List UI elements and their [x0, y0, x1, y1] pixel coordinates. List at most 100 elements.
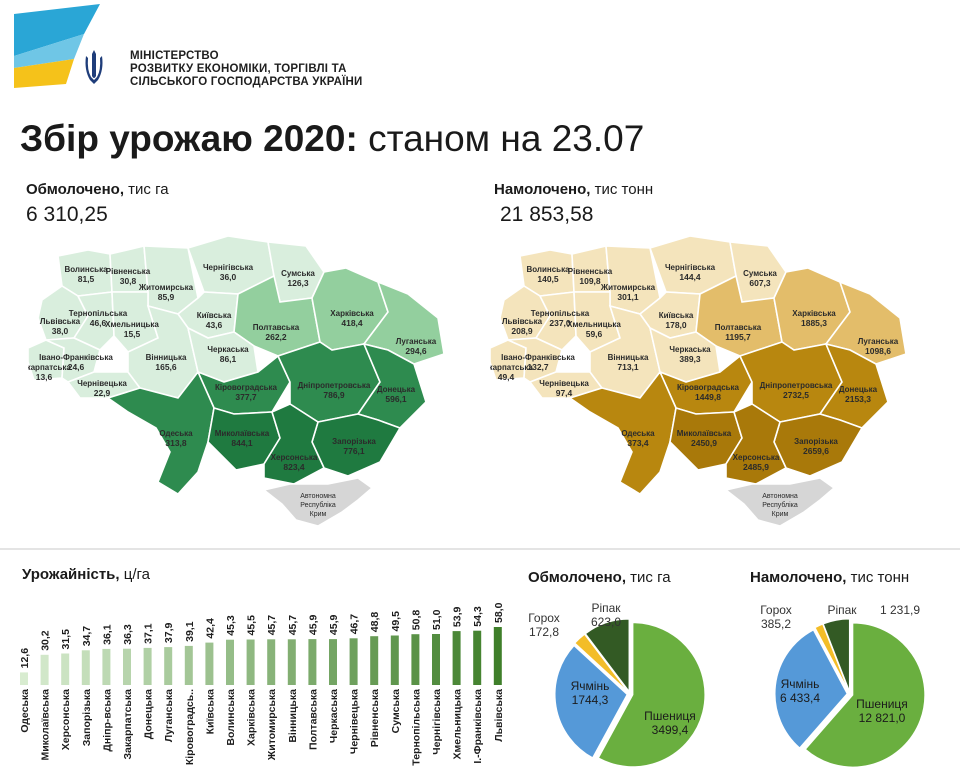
- map-region-value: 2450,9: [691, 438, 717, 448]
- map-region-name: Івано-Франківська: [501, 353, 575, 362]
- ministry-line-1: МІНІСТЕРСТВО: [130, 50, 219, 62]
- pie-slice-name: Ячмінь: [571, 679, 610, 693]
- map-region-name: Вінницька: [608, 353, 649, 362]
- ministry-line-2: РОЗВИТКУ ЕКОНОМІКИ, ТОРГІВЛІ ТА: [130, 63, 347, 75]
- yield-bar: [349, 638, 358, 685]
- title-bold: Збір урожаю 2020:: [20, 118, 358, 159]
- yield-bar: [308, 639, 317, 685]
- map-region-value: 2659,6: [803, 446, 829, 456]
- yield-bar: [184, 645, 193, 685]
- yield-bar-value: 45,9: [328, 615, 340, 636]
- map-region-name: Чернівецька: [77, 379, 127, 388]
- harvested-label: Намолочено, тис тонн: [494, 181, 653, 198]
- map-region-value: 49,4: [498, 372, 515, 382]
- map-region-kherson: [263, 403, 326, 485]
- yield-bar: [370, 636, 379, 685]
- yield-bar: [226, 639, 234, 685]
- yield-title: Урожайність, ц/га: [22, 566, 150, 583]
- map-region-name: Черкаська: [207, 345, 249, 354]
- yield-bar-value: 48,8: [369, 612, 381, 633]
- pie-slice: [554, 645, 628, 759]
- pie-harvested-unit: тис тонн: [850, 569, 910, 586]
- map-region-kherson: [725, 403, 788, 485]
- map-region-name: Запорізька: [332, 437, 376, 446]
- pie-slice: [574, 633, 629, 693]
- yield-bar-category: Одеська: [19, 689, 31, 733]
- map-region-name: Дніпропетровська: [298, 381, 371, 390]
- ministry-name: МІНІСТЕРСТВО РОЗВИТКУ ЕКОНОМІКИ, ТОРГІВЛ…: [130, 50, 363, 89]
- yield-bar-category: Луганська: [163, 689, 175, 742]
- yield-bar-category: Хмельницька: [452, 689, 464, 760]
- yield-bar-category: Запорізька: [81, 689, 93, 746]
- pie-slice-value: 385,2: [761, 617, 791, 631]
- map-region-name: Миколаївська: [677, 429, 732, 438]
- threshed-label-bold: Обмолочено,: [26, 181, 124, 198]
- yield-bar: [81, 650, 90, 685]
- pie-slice: [584, 618, 630, 693]
- pie-threshed-unit: тис га: [630, 569, 671, 586]
- map-region-name: Рівненська: [106, 267, 151, 276]
- map-region-value: 59,6: [586, 329, 603, 339]
- pie-slice-name: Ріпак: [827, 603, 857, 617]
- yield-bar-category: Дніпр-вська: [101, 689, 113, 752]
- map-region-value: 36,0: [220, 272, 237, 282]
- yield-bar-category: Тернопільська: [410, 689, 422, 766]
- map-region-value: 301,1: [617, 292, 639, 302]
- map-region-value: 15,5: [124, 329, 141, 339]
- pie-slice-name: Пшениця: [644, 709, 696, 723]
- map-region-value: 126,3: [287, 278, 309, 288]
- yield-bar-value: 45,7: [266, 615, 278, 636]
- map-region-name: Львівська: [40, 317, 81, 326]
- map-region-value: 178,0: [665, 320, 687, 330]
- pie-slice: [597, 622, 706, 768]
- map-region-value: 1098,6: [865, 346, 891, 356]
- yield-bar-chart: 12,6 Одеська 30,2 Миколаївська 31,5 Херсонськ…: [19, 602, 505, 766]
- pie-slice: [774, 629, 848, 749]
- yield-bar-category: Чернігівська: [431, 689, 443, 755]
- map-region-name: Сумська: [281, 269, 315, 278]
- map-region-value: 823,4: [283, 462, 305, 472]
- map-region-odesa: [106, 370, 215, 496]
- map-region-value: 13,6: [36, 372, 53, 382]
- yield-bar: [123, 648, 131, 685]
- map-region-name: Чернівецька: [539, 379, 589, 388]
- yield-bar: [452, 631, 461, 685]
- pie-slice-name: Ріпак: [591, 601, 621, 615]
- yield-bar-category: Закарпатська: [122, 689, 134, 760]
- yield-bar-value: 51,0: [431, 609, 443, 630]
- map-region-odesa: [568, 370, 677, 496]
- yield-bar-category: Миколаївська: [40, 689, 52, 761]
- map-region-value: 208,9: [511, 326, 533, 336]
- map-region-name: Чернігівська: [203, 263, 254, 272]
- yield-bar-value: 34,7: [81, 626, 93, 647]
- pie-slice: [814, 623, 850, 692]
- title-date: станом на 23.07: [368, 118, 645, 159]
- yield-bar-value: 37,9: [163, 623, 175, 644]
- yield-bar: [205, 642, 214, 685]
- map-region-name: Херсонська: [733, 453, 780, 462]
- map-region-value: 2485,9: [743, 462, 769, 472]
- yield-bar-category: Черкаська: [328, 689, 340, 743]
- map-region-value: 2153,3: [845, 394, 871, 404]
- yield-unit: ц/га: [123, 566, 150, 583]
- yield-bar: [20, 672, 28, 685]
- yield-bar-value: 30,2: [40, 630, 52, 651]
- map-region-name: Івано-Франківська: [39, 353, 113, 362]
- yield-bar-category: Херсонська: [60, 689, 72, 750]
- map-region-value: 313,8: [165, 438, 187, 448]
- yield-bar: [267, 639, 276, 685]
- crimea-label: Республіка: [762, 501, 798, 509]
- map-region-name: Донецька: [377, 385, 416, 394]
- pie-slice-value: 1 231,9: [880, 603, 920, 617]
- ministry-line-3: СІЛЬСЬКОГО ГОСПОДАРСТВА УКРАЇНИ: [130, 76, 363, 88]
- map-region-value: 30,8: [120, 276, 137, 286]
- yield-bar-value: 49,5: [390, 611, 402, 632]
- map-region-name: Тернопільська: [69, 309, 128, 318]
- pie-harvested-title: Намолочено, тис тонн: [750, 569, 909, 586]
- yield-bar-category: Рівненська: [369, 689, 381, 747]
- yield-bar: [287, 639, 296, 685]
- yield-bar-value: 36,3: [122, 624, 134, 645]
- crimea-label: Автономна: [762, 493, 798, 500]
